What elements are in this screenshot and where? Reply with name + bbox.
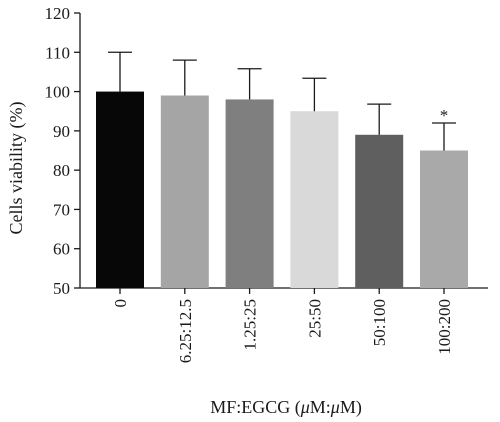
x-axis-unit-mid: M: (310, 397, 331, 417)
y-tick-label: 70 (53, 200, 70, 219)
x-tick-label: 0 (111, 299, 130, 308)
x-tick-label: 100:200 (435, 299, 454, 355)
y-tick-label: 120 (45, 4, 71, 23)
x-axis-unit-mu-1: μ (300, 397, 310, 417)
x-axis-title-text: MF:EGCG ( (210, 397, 301, 418)
x-tick-label: 25:50 (305, 299, 324, 338)
bar (96, 91, 144, 288)
bar (160, 95, 209, 288)
bar (420, 150, 468, 288)
y-axis-title: Cells viability (%) (6, 102, 27, 235)
y-tick-label: 110 (45, 43, 70, 62)
bar (355, 134, 404, 288)
y-tick-label: 80 (53, 161, 70, 180)
x-axis-unit-mu-2: μ (330, 397, 340, 417)
y-tick-label: 60 (53, 240, 70, 259)
y-tick-label: 100 (45, 83, 71, 102)
x-axis-title: MF:EGCG (μM:μM) (210, 397, 362, 418)
y-tick-label: 50 (53, 279, 70, 298)
y-tick-label: 90 (53, 122, 70, 141)
bar (225, 99, 274, 288)
x-tick-label: 50:100 (370, 299, 389, 346)
x-tick-label: 6.25:12.5 (176, 299, 195, 363)
bar (290, 111, 339, 288)
significance-marker: * (440, 106, 449, 125)
x-axis-unit-end: M) (340, 397, 362, 418)
x-tick-label: 1.25:25 (241, 299, 260, 350)
